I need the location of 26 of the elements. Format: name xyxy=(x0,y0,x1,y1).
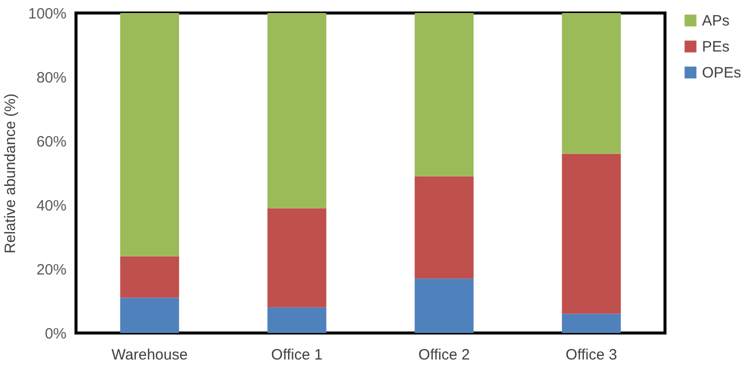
bar xyxy=(120,13,180,256)
x-tick-label: Warehouse xyxy=(112,346,188,364)
bar xyxy=(267,208,326,308)
y-tick-label: 60% xyxy=(36,134,66,150)
legend-label: PEs xyxy=(702,38,730,56)
bar xyxy=(562,314,621,333)
y-tick-label: 80% xyxy=(36,70,66,86)
bar xyxy=(562,154,621,314)
bar xyxy=(120,298,180,333)
legend-label: OPEs xyxy=(702,64,742,82)
y-tick-label: 40% xyxy=(36,198,66,214)
bar xyxy=(414,278,474,333)
bar xyxy=(414,13,474,176)
bar xyxy=(267,307,326,333)
bar xyxy=(414,176,474,279)
y-tick-label: 0% xyxy=(44,326,66,342)
bar xyxy=(267,13,326,208)
x-tick-label: Office 1 xyxy=(271,346,323,364)
y-tick-label: 20% xyxy=(36,262,66,278)
bar xyxy=(562,13,621,154)
bar xyxy=(120,256,180,298)
x-tick-label: Office 3 xyxy=(566,346,618,364)
y-axis-title: Relative abundance (%) xyxy=(2,93,20,254)
y-tick-label: 100% xyxy=(28,6,66,22)
legend-label: APs xyxy=(702,12,730,30)
x-tick-label: Office 2 xyxy=(418,346,470,364)
